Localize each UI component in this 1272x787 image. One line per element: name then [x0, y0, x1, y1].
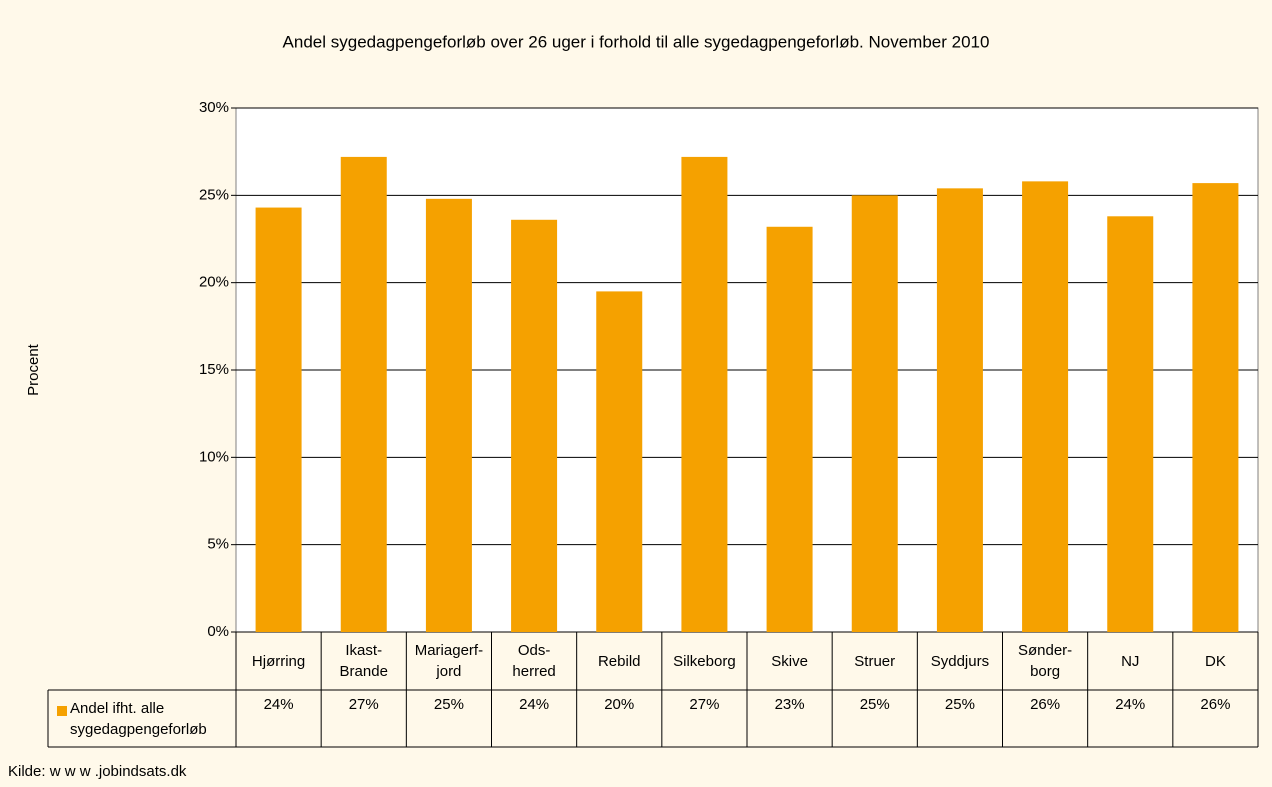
legend-swatch [57, 706, 67, 716]
x-tick-label: DK [1204, 652, 1226, 670]
bar [425, 198, 472, 632]
value-label: 25% [859, 696, 890, 713]
bar [255, 207, 302, 632]
value-label: 20% [604, 696, 635, 713]
bar [766, 226, 813, 633]
value-label: 24% [519, 696, 550, 713]
bar [340, 156, 387, 632]
value-label: 25% [433, 696, 464, 713]
value-label: 27% [348, 696, 379, 713]
bar [1192, 183, 1239, 632]
x-tick-label: Sønder- borg [1017, 642, 1073, 680]
y-tick-label: 5% [207, 536, 229, 553]
x-tick-label: Hjørring [251, 652, 306, 670]
x-tick-label: Ods- herred [512, 642, 556, 680]
bar [1107, 216, 1154, 632]
bar [851, 195, 898, 633]
x-tick-label: Syddjurs [930, 652, 990, 670]
x-tick-label: Rebild [597, 652, 641, 670]
chart-title: Andel sygedagpengeforløb over 26 uger i … [283, 32, 990, 51]
y-tick-label: 10% [199, 448, 229, 465]
value-label: 26% [1030, 696, 1061, 713]
value-label: 23% [774, 696, 805, 713]
y-tick-label: 15% [199, 361, 229, 378]
y-axis-label: Procent [25, 343, 42, 396]
x-tick-label: Ikast- Brande [339, 642, 388, 680]
value-label: 24% [263, 696, 294, 713]
bar [511, 219, 558, 632]
x-tick-label: Mariagerf- jord [414, 642, 484, 680]
value-label: 26% [1200, 696, 1231, 713]
bar [1022, 181, 1069, 633]
value-label: 25% [944, 696, 975, 713]
x-tick-label: Struer [854, 652, 896, 670]
bar [936, 188, 983, 632]
x-tick-label: NJ [1121, 652, 1140, 670]
y-tick-label: 20% [199, 274, 229, 291]
source: Kilde: w w w .jobindsats.dk [8, 763, 187, 780]
y-tick-label: 30% [199, 99, 229, 116]
y-tick-label: 25% [199, 186, 229, 203]
x-tick-label: Silkeborg [673, 652, 736, 670]
bar [681, 156, 728, 632]
x-tick-label: Skive [771, 652, 808, 670]
value-label: 24% [1115, 696, 1146, 713]
value-label: 27% [689, 696, 720, 713]
bar [596, 291, 643, 632]
y-tick-label: 0% [207, 623, 229, 640]
legend-label: Andel ifht. alle sygedagpengeforløb [70, 699, 207, 738]
